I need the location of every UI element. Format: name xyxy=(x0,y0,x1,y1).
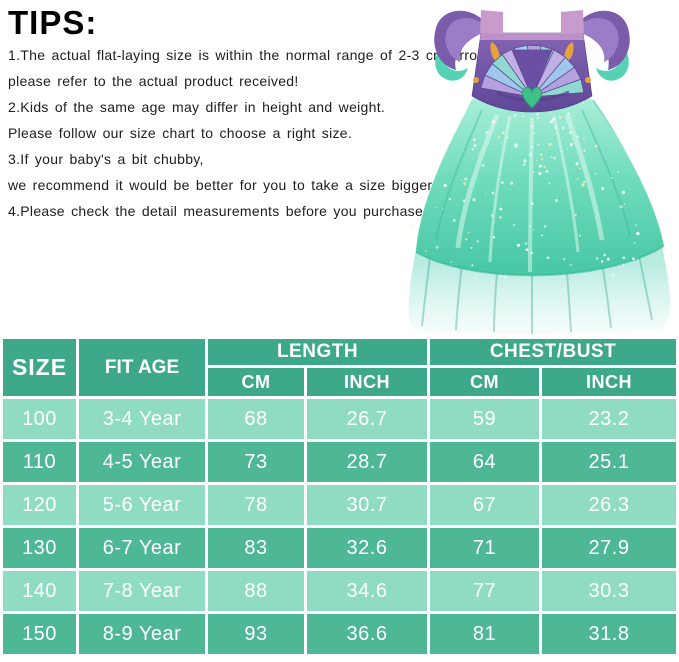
skirt-hem-edge xyxy=(415,245,665,277)
tips-line-7: 4.Please check the detail measurements b… xyxy=(8,203,428,219)
col-header-chest-cm: CM xyxy=(430,368,540,396)
cell-chest-inch: 30.3 xyxy=(542,571,677,611)
cell-length-cm: 83 xyxy=(208,528,304,568)
gold-seaweed-accents xyxy=(473,42,591,83)
cell-length-inch: 34.6 xyxy=(307,571,428,611)
table-row-size-120: 120 5-6 Year 78 30.7 67 26.3 xyxy=(3,485,677,525)
cell-size: 100 xyxy=(3,399,76,439)
col-header-fit-age: FIT AGE xyxy=(79,339,205,396)
cell-chest-cm: 81 xyxy=(430,614,540,654)
seashell-emblem xyxy=(480,44,585,99)
cell-chest-cm: 67 xyxy=(430,485,540,525)
left-flutter-sleeve xyxy=(434,10,490,81)
table-row-size-150: 150 8-9 Year 93 36.6 81 31.8 xyxy=(3,614,677,654)
cell-fit-age: 4-5 Year xyxy=(79,442,205,482)
cell-size: 140 xyxy=(3,571,76,611)
cell-chest-inch: 26.3 xyxy=(542,485,677,525)
col-header-length-cm: CM xyxy=(208,368,304,396)
cell-chest-inch: 23.2 xyxy=(542,399,677,439)
col-header-chest-inch: INCH xyxy=(542,368,677,396)
cell-chest-cm: 64 xyxy=(430,442,540,482)
skirt-highlights xyxy=(455,114,605,273)
tips-section: TIPS: 1.The actual flat-laying size is w… xyxy=(8,4,486,224)
cell-size: 110 xyxy=(3,442,76,482)
tips-line-6: we recommend it would be better for you … xyxy=(8,177,436,193)
cell-length-inch: 36.6 xyxy=(307,614,428,654)
cell-fit-age: 7-8 Year xyxy=(79,571,205,611)
cell-length-cm: 68 xyxy=(208,399,304,439)
cell-chest-cm: 71 xyxy=(430,528,540,568)
cell-chest-inch: 27.9 xyxy=(542,528,677,568)
right-flutter-sleeve xyxy=(574,10,630,81)
tips-line-4: Please follow our size chart to choose a… xyxy=(8,125,353,141)
skirt-tulle xyxy=(416,98,664,276)
cell-chest-inch: 25.1 xyxy=(542,442,677,482)
cell-chest-inch: 31.8 xyxy=(542,614,677,654)
cell-length-cm: 78 xyxy=(208,485,304,525)
size-chart-table: SIZE FIT AGE LENGTH CHEST/BUST CM INCH C… xyxy=(0,336,679,657)
cell-chest-cm: 59 xyxy=(430,399,540,439)
left-strap xyxy=(480,10,503,34)
col-header-chest-bust: CHEST/BUST xyxy=(430,339,677,365)
tips-line-3: 2.Kids of the same age may differ in hei… xyxy=(8,99,386,115)
tips-heading: TIPS: xyxy=(8,4,98,41)
col-header-length-inch: INCH xyxy=(307,368,428,396)
cell-chest-cm: 77 xyxy=(430,571,540,611)
col-header-length: LENGTH xyxy=(208,339,428,365)
tips-line-2: please refer to the actual product recei… xyxy=(8,73,299,89)
dress-product-photo xyxy=(402,0,679,336)
cell-length-cm: 73 xyxy=(208,442,304,482)
cell-length-inch: 32.6 xyxy=(307,528,428,568)
cell-fit-age: 3-4 Year xyxy=(79,399,205,439)
cell-length-inch: 28.7 xyxy=(307,442,428,482)
right-strap xyxy=(561,10,584,34)
tips-line-5: 3.If your baby's a bit chubby, xyxy=(8,151,204,167)
table-row-size-140: 140 7-8 Year 88 34.6 77 30.3 xyxy=(3,571,677,611)
cell-size: 150 xyxy=(3,614,76,654)
neckline-trim xyxy=(480,33,584,40)
cell-size: 130 xyxy=(3,528,76,568)
cell-length-inch: 26.7 xyxy=(307,399,428,439)
col-header-size: SIZE xyxy=(3,339,76,396)
table-row-size-110: 110 4-5 Year 73 28.7 64 25.1 xyxy=(3,442,677,482)
cell-size: 120 xyxy=(3,485,76,525)
gem-heart xyxy=(521,87,543,109)
table-row-size-100: 100 3-4 Year 68 26.7 59 23.2 xyxy=(3,399,677,439)
tips-line-1: 1.The actual flat-laying size is within … xyxy=(8,47,486,63)
cell-fit-age: 6-7 Year xyxy=(79,528,205,568)
cell-length-inch: 30.7 xyxy=(307,485,428,525)
cell-length-cm: 88 xyxy=(208,571,304,611)
cell-length-cm: 93 xyxy=(208,614,304,654)
cell-fit-age: 8-9 Year xyxy=(79,614,205,654)
mermaid-dress-illustration xyxy=(406,10,671,334)
cell-fit-age: 5-6 Year xyxy=(79,485,205,525)
table-row-size-130: 130 6-7 Year 83 32.6 71 27.9 xyxy=(3,528,677,568)
